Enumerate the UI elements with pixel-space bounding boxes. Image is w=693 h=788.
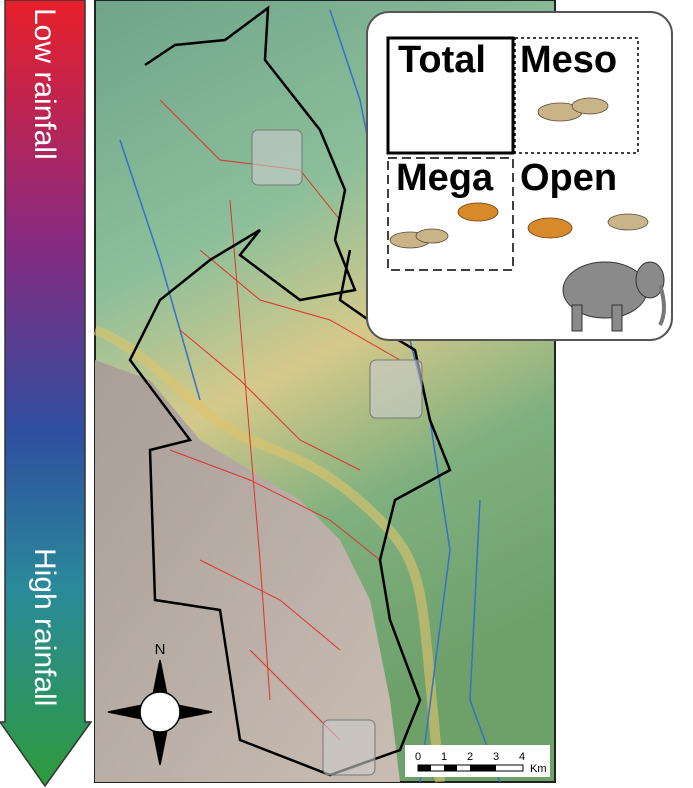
panel-label: Mega [396, 157, 494, 199]
scale-tick: 1 [441, 751, 447, 763]
elephant-icon [562, 261, 666, 332]
arrow-top-label: Low rainfall [28, 8, 61, 160]
scale-bar: 0 1 2 3 4 Km [405, 745, 550, 777]
panel-mega [387, 157, 514, 271]
panel-label: Open [520, 157, 617, 199]
panel-total [386, 36, 515, 155]
scale-tick: 2 [467, 751, 473, 763]
arrow-shape [0, 0, 93, 788]
compass: N [107, 641, 213, 766]
arrow-bottom-label: High rainfall [28, 548, 61, 706]
scale-unit: Km [530, 763, 547, 775]
escarpment [93, 325, 445, 783]
antelope-icons [389, 97, 649, 249]
panel-meso [514, 37, 639, 154]
study-site [322, 719, 376, 776]
study-site [369, 359, 423, 419]
low-terrain [95, 360, 400, 782]
impala-icons [457, 202, 573, 239]
scale-bg [405, 745, 550, 777]
panel-label: Total [398, 39, 486, 81]
panel-label: Meso [520, 39, 617, 81]
rainfall-arrow: Low rainfall High rainfall [0, 0, 93, 788]
park-boundary [128, 5, 452, 777]
legend: Total Meso Mega Open [366, 11, 673, 341]
scale-tick: 4 [519, 751, 525, 763]
scale-tick: 0 [415, 751, 421, 763]
north-label: N [155, 641, 166, 658]
study-site [251, 129, 303, 186]
scale-tick: 3 [493, 751, 499, 763]
